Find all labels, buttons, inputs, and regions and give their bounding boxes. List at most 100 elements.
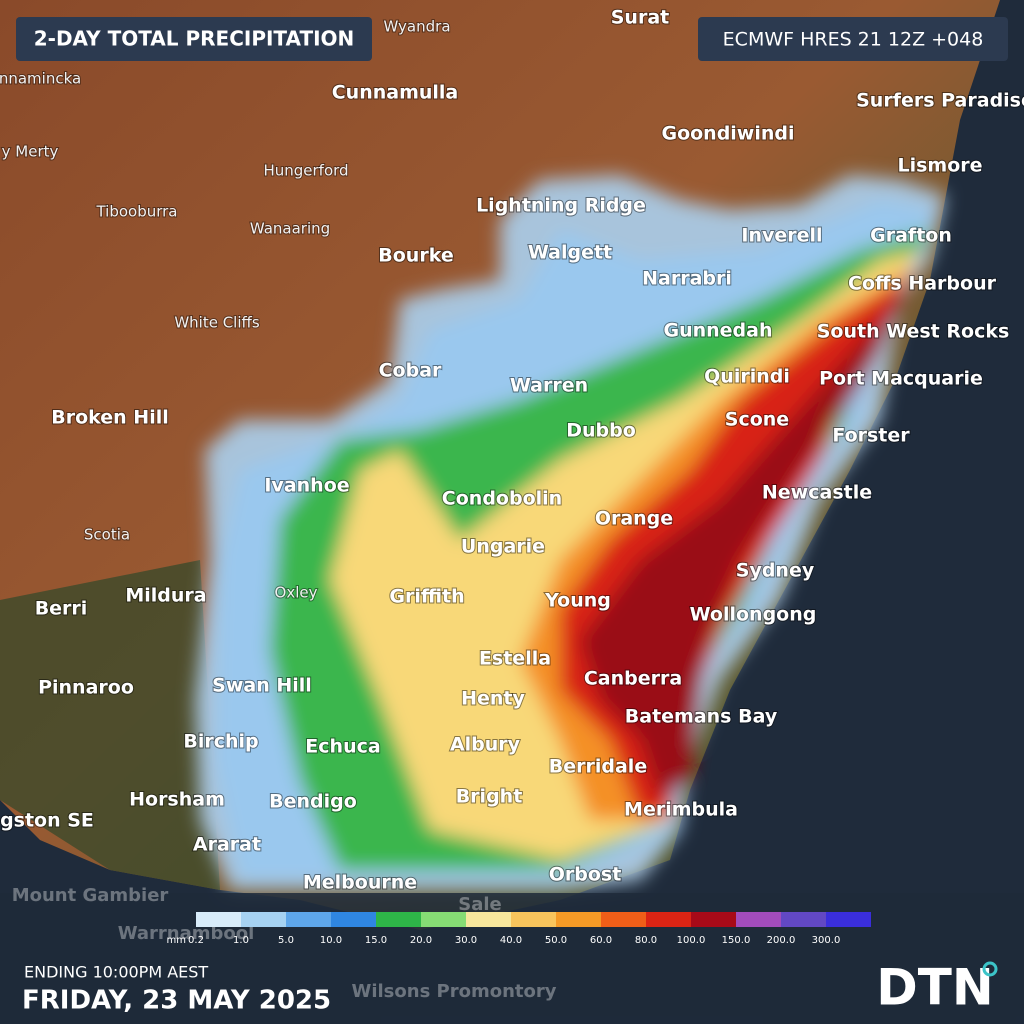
place-label: Canberra: [584, 668, 682, 690]
place-label: South West Rocks: [817, 321, 1010, 343]
legend-swatch: [331, 912, 376, 927]
place-label: Scotia: [84, 526, 130, 544]
place-label: Surat: [611, 7, 669, 29]
legend-swatch: [736, 912, 781, 927]
place-label: Merimbula: [624, 799, 738, 821]
legend-label: 300.0: [812, 935, 841, 946]
place-label: Grafton: [870, 225, 952, 247]
legend-swatch: [466, 912, 511, 927]
place-label: y Merty: [2, 143, 59, 161]
place-label: Narrabri: [642, 268, 732, 290]
place-label: Sydney: [736, 560, 815, 582]
precipitation: [195, 175, 945, 890]
place-label: Walgett: [528, 242, 612, 264]
place-label: Wilsons Promontory: [351, 981, 556, 1002]
place-label: Inverell: [741, 225, 822, 247]
place-label: Wollongong: [690, 604, 817, 626]
legend-unit: mm: [167, 935, 186, 946]
land-green: [0, 560, 220, 890]
place-label: Condobolin: [442, 488, 562, 510]
place-label: Ungarie: [461, 536, 545, 558]
place-label: White Cliffs: [174, 314, 260, 332]
place-label: Melbourne: [303, 872, 417, 894]
legend-swatch: [826, 912, 871, 927]
place-label: Mount Gambier: [12, 885, 169, 906]
legend-label: 100.0: [677, 935, 706, 946]
place-label: Birchip: [183, 731, 258, 753]
place-label: Warrnambool: [118, 923, 255, 944]
logo-dot: [982, 961, 998, 977]
place-label: Warren: [510, 375, 588, 397]
legend-swatch: [241, 912, 286, 927]
place-label: Lightning Ridge: [476, 195, 646, 217]
legend-label: 20.0: [410, 935, 432, 946]
legend-label: 30.0: [455, 935, 477, 946]
place-label: Mildura: [125, 585, 206, 607]
place-label: Swan Hill: [212, 675, 312, 697]
legend-swatch: [646, 912, 691, 927]
legend-swatch: [691, 912, 736, 927]
legend-label: 5.0: [278, 935, 294, 946]
place-label: Gunnedah: [663, 320, 772, 342]
place-label: Henty: [461, 688, 525, 710]
place-label: Dubbo: [566, 420, 636, 442]
legend-label: 15.0: [365, 935, 387, 946]
place-label: Berri: [35, 598, 88, 620]
place-label: Bright: [456, 786, 523, 808]
place-label: Griffith: [389, 586, 464, 608]
place-label: Wanaaring: [250, 220, 330, 238]
place-label: nnamincka: [0, 70, 81, 88]
place-label: Ararat: [193, 834, 261, 856]
legend-label: 1.0: [233, 935, 249, 946]
place-label: Young: [544, 590, 611, 612]
legend-label: 80.0: [635, 935, 657, 946]
place-label: gston SE: [0, 810, 94, 832]
place-label: Surfers Paradise: [856, 90, 1024, 112]
legend: mm 0.2 1.0 5.0 10.0 15.0 20.0 30.0 40.0 50.0 60.0 8…: [167, 912, 871, 946]
place-label: Pinnaroo: [38, 677, 134, 699]
place-label: Coffs Harbour: [848, 273, 997, 295]
place-label: Cunnamulla: [332, 82, 459, 104]
place-label: Cobar: [379, 360, 442, 382]
place-label: Newcastle: [762, 482, 872, 504]
place-label: Scone: [725, 409, 789, 431]
legend-label: 200.0: [767, 935, 796, 946]
place-label: Orange: [595, 508, 673, 530]
legend-swatch: [556, 912, 601, 927]
place-label: Port Macquarie: [819, 368, 983, 390]
legend-label: 50.0: [545, 935, 567, 946]
place-label: Echuca: [305, 736, 380, 758]
title: 2-DAY TOTAL PRECIPITATION: [34, 27, 355, 51]
legend-label: 10.0: [320, 935, 342, 946]
place-label: Hungerford: [263, 162, 348, 180]
legend-swatch: [511, 912, 556, 927]
model-box: [698, 17, 1008, 61]
legend-label: 40.0: [500, 935, 522, 946]
logo: DTN: [876, 959, 993, 1017]
legend-label: 150.0: [722, 935, 751, 946]
legend-swatch: [781, 912, 826, 927]
place-label: Wyandra: [383, 18, 450, 36]
place-label: Orbost: [549, 864, 622, 886]
place-labels: Surat Cunnamulla Surfers Paradise Goondiwin…: [0, 6, 1024, 1003]
ending-time: ENDING 10:00PM AEST: [24, 963, 208, 982]
place-label: Ivanhoe: [264, 475, 349, 497]
place-label: Berridale: [549, 756, 647, 778]
legend-swatch: [376, 912, 421, 927]
place-label: Bourke: [378, 245, 453, 267]
place-label: Bendigo: [269, 791, 357, 813]
place-label: Quirindi: [704, 366, 790, 388]
legend-label: 60.0: [590, 935, 612, 946]
model-run: ECMWF HRES 21 12Z +048: [723, 29, 984, 51]
place-label: Batemans Bay: [625, 706, 778, 728]
legend-swatch: [601, 912, 646, 927]
date: FRIDAY, 23 MAY 2025: [22, 986, 331, 1016]
place-label: Broken Hill: [51, 407, 169, 429]
legend-swatch: [421, 912, 466, 927]
place-label: Oxley: [275, 584, 318, 602]
legend-swatch: [286, 912, 331, 927]
place-label: Horsham: [129, 789, 225, 811]
place-label: Tibooburra: [95, 203, 177, 221]
title-box: [16, 17, 372, 61]
